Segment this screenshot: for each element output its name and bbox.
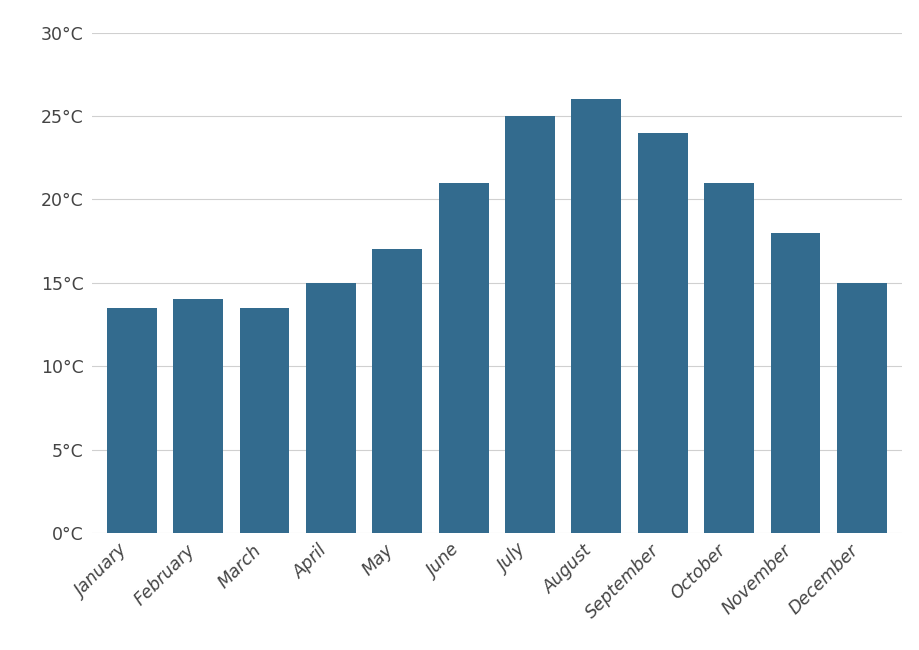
Bar	[571, 99, 620, 533]
Bar	[703, 183, 754, 533]
Bar	[438, 183, 488, 533]
Bar	[173, 300, 222, 533]
Bar	[239, 308, 289, 533]
Bar	[770, 233, 820, 533]
Bar	[107, 308, 156, 533]
Bar	[306, 283, 356, 533]
Bar	[505, 116, 554, 533]
Bar	[637, 133, 686, 533]
Bar	[836, 283, 886, 533]
Bar	[372, 250, 422, 533]
